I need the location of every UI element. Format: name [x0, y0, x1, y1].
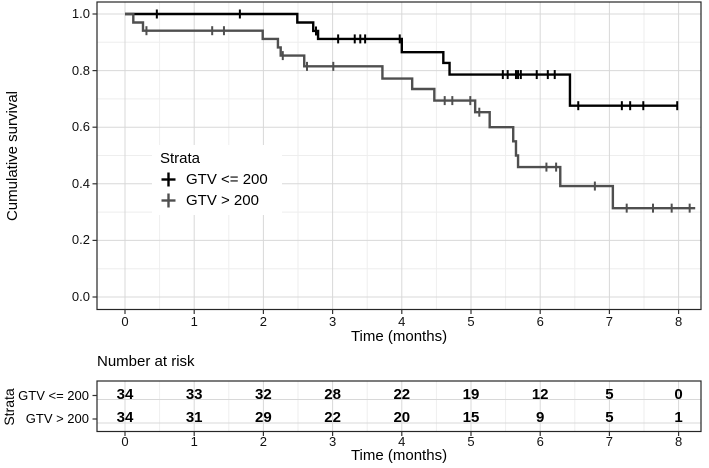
survival-curve — [125, 12, 678, 107]
risk-count: 31 — [185, 409, 203, 426]
x-tick-label: 8 — [674, 314, 683, 329]
risk-count: 34 — [116, 385, 134, 403]
risk-count: 15 — [462, 409, 480, 426]
risk-x-tick-label: 8 — [674, 434, 683, 449]
risk-count: 33 — [185, 385, 203, 403]
x-tick-label: 5 — [467, 314, 475, 329]
legend: Strata GTV <= 200 GTV > 200 — [152, 145, 282, 215]
risk-count: 19 — [462, 385, 480, 403]
censor-plus-icon — [161, 172, 176, 187]
y-tick-label: 0.0 — [71, 289, 90, 304]
risk-count: 22 — [393, 385, 411, 403]
legend-item: GTV <= 200 — [160, 169, 268, 190]
risk-count: 9 — [536, 409, 545, 426]
legend-title: Strata — [160, 150, 201, 167]
x-tick-label: 7 — [605, 314, 613, 329]
y-tick-label: 0.6 — [71, 119, 90, 135]
y-tick-label: 0.4 — [71, 175, 90, 191]
censor-plus-icon — [161, 193, 176, 208]
legend-item-label: GTV > 200 — [186, 192, 259, 209]
risk-count: 0 — [674, 385, 683, 403]
risk-count: 22 — [324, 409, 341, 426]
y-tick-label: 1.0 — [71, 6, 90, 21]
risk-count: 5 — [605, 409, 614, 426]
risk-count: 1 — [674, 409, 683, 426]
x-tick-label: 0 — [121, 314, 129, 329]
panel-borders — [96, 1, 702, 433]
main-panel-border — [96, 1, 702, 311]
risk-row-label: GTV > 200 — [25, 411, 89, 426]
risk-x-tick-label: 3 — [328, 434, 337, 449]
main-grid-major — [97, 2, 701, 310]
survival-curves — [125, 9, 696, 213]
risk-x-tick-label: 7 — [605, 434, 613, 449]
risk-x-tick-label: 0 — [121, 434, 129, 449]
x-tick-label: 3 — [328, 314, 337, 329]
risk-row-label: GTV <= 200 — [18, 387, 89, 403]
risk-x-tick-label: 6 — [536, 434, 544, 449]
risk-strata-axis-title: Strata — [1, 388, 17, 426]
risk-x-tick-label: 4 — [398, 434, 406, 449]
legend-item-label: GTV <= 200 — [186, 171, 268, 188]
survival-curve — [125, 12, 696, 210]
risk-x-tick-label: 1 — [190, 434, 198, 449]
risk-x-tick-label: 2 — [259, 434, 267, 449]
risk-grid — [97, 381, 701, 432]
y-axis-title: Cumulative survival — [4, 90, 21, 222]
x-tick-label: 4 — [398, 314, 406, 329]
x-tick-label: 2 — [259, 314, 267, 329]
risk-count: 5 — [605, 385, 614, 403]
y-tick-label: 0.2 — [71, 232, 90, 248]
risk-count: 12 — [531, 385, 549, 403]
y-tick-label: 0.8 — [71, 62, 90, 78]
legend-item: GTV > 200 — [160, 190, 268, 211]
axis-tick-marks — [92, 13, 680, 436]
x-tick-label: 1 — [190, 314, 198, 329]
risk-count: 28 — [324, 385, 341, 403]
x-axis-title: Time (months) — [350, 328, 448, 345]
x-tick-label: 6 — [536, 314, 544, 329]
risk-panel-border — [96, 380, 702, 433]
risk-count: 34 — [116, 409, 134, 426]
risk-count: 29 — [255, 409, 272, 426]
risk-x-axis-title: Time (months) — [350, 447, 448, 464]
risk-x-tick-label: 5 — [467, 434, 475, 449]
risk-count: 20 — [393, 409, 411, 426]
risk-count: 32 — [255, 385, 272, 403]
risk-table-title: Number at risk — [97, 353, 195, 370]
